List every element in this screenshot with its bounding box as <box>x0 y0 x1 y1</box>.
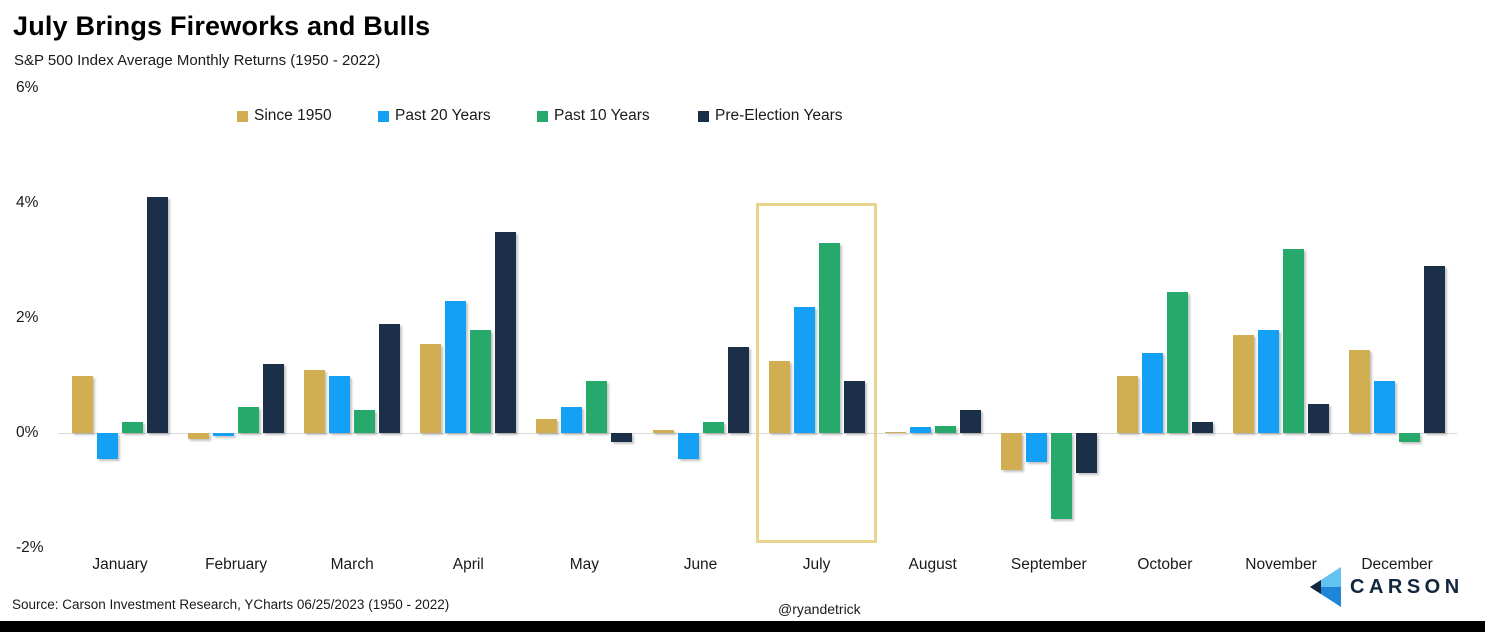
bar-november-past-10-years <box>1283 249 1304 433</box>
y-tick-label: 6% <box>16 79 39 96</box>
x-axis-label-june: June <box>683 556 718 573</box>
bar-september-past-10-years <box>1050 433 1072 520</box>
bar-august-past-20-years <box>909 427 931 433</box>
y-tick-label: -2% <box>16 539 44 556</box>
bar-october-since-1950 <box>1116 375 1138 433</box>
bar-november-since-1950 <box>1233 335 1254 433</box>
bar-february-since-1950 <box>188 433 210 439</box>
bar-september-pre-election-years <box>1075 433 1097 474</box>
legend-item-past-10-years: Past 10 Years <box>537 107 650 125</box>
x-axis-label-july: July <box>802 556 831 573</box>
bar-may-pre-election-years <box>611 433 633 442</box>
bar-august-since-1950 <box>884 431 906 433</box>
bar-july-since-1950 <box>768 361 790 433</box>
bar-january-past-20-years <box>97 433 118 459</box>
bar-october-past-10-years <box>1166 292 1188 433</box>
page-title: July Brings Fireworks and Bulls <box>13 11 431 41</box>
legend-item-past-20-years: Past 20 Years <box>378 107 491 125</box>
bar-august-pre-election-years <box>959 410 981 433</box>
bar-june-past-20-years <box>677 433 699 459</box>
x-axis-label-may: May <box>569 556 600 573</box>
bar-september-since-1950 <box>1000 433 1022 471</box>
bar-may-since-1950 <box>536 418 558 433</box>
bar-august-past-10-years <box>934 426 956 433</box>
bar-february-pre-election-years <box>263 364 285 433</box>
legend-label: Past 10 Years <box>554 107 650 124</box>
bar-june-since-1950 <box>652 430 674 433</box>
x-axis-label-august: August <box>908 556 957 573</box>
x-axis-label-january: January <box>92 556 148 573</box>
bar-december-past-20-years <box>1374 381 1396 433</box>
x-axis-label-april: April <box>452 556 484 573</box>
bar-september-past-20-years <box>1025 433 1047 462</box>
x-axis-label-february: February <box>205 556 268 573</box>
bar-may-past-20-years <box>561 407 583 433</box>
x-axis-label-september: September <box>1010 556 1087 573</box>
bar-december-pre-election-years <box>1424 266 1446 433</box>
legend-marker-icon <box>537 110 548 122</box>
legend-label: Past 20 Years <box>395 107 491 124</box>
bar-march-past-10-years <box>354 410 376 433</box>
bar-october-pre-election-years <box>1191 421 1213 433</box>
x-axis-label-october: October <box>1137 556 1193 573</box>
bar-february-past-20-years <box>213 433 235 436</box>
bottom-black-bar <box>0 621 1485 632</box>
x-axis-label-march: March <box>330 556 374 573</box>
bar-june-pre-election-years <box>727 346 749 433</box>
y-tick-label: 0% <box>16 424 39 441</box>
chart-subtitle: S&P 500 Index Average Monthly Returns (1… <box>14 52 381 69</box>
bar-july-past-20-years <box>793 306 815 433</box>
x-axis-label-december: December <box>1361 556 1433 573</box>
legend-label: Since 1950 <box>254 107 332 124</box>
legend-label: Pre-Election Years <box>715 107 843 124</box>
carson-logo: CARSON <box>1310 567 1464 607</box>
bar-april-pre-election-years <box>495 231 517 433</box>
bar-april-past-20-years <box>445 300 467 433</box>
bar-march-past-20-years <box>329 375 351 433</box>
bar-june-past-10-years <box>702 421 724 433</box>
y-tick-label: 4% <box>16 194 39 211</box>
y-tick-label: 2% <box>16 309 39 326</box>
bar-january-pre-election-years <box>147 197 168 433</box>
bar-april-since-1950 <box>420 343 442 433</box>
twitter-handle: @ryandetrick <box>778 601 861 617</box>
logo-text: CARSON <box>1350 575 1464 598</box>
bar-july-past-10-years <box>818 243 840 433</box>
source-note: Source: Carson Investment Research, YCha… <box>12 597 450 612</box>
legend-item-since-1950: Since 1950 <box>237 107 332 125</box>
legend-item-pre-election-years: Pre-Election Years <box>698 107 843 125</box>
bar-april-past-10-years <box>470 329 492 433</box>
bar-january-past-10-years <box>122 421 143 433</box>
legend-marker-icon <box>378 110 389 122</box>
bar-october-past-20-years <box>1141 352 1163 433</box>
bar-march-pre-election-years <box>379 323 401 433</box>
legend-marker-icon <box>698 110 709 122</box>
bar-may-past-10-years <box>586 381 608 433</box>
bar-march-since-1950 <box>304 369 326 433</box>
bar-january-since-1950 <box>72 375 93 433</box>
bar-july-pre-election-years <box>843 381 865 433</box>
bar-february-past-10-years <box>238 407 260 433</box>
x-axis-label-november: November <box>1245 556 1317 573</box>
carson-chevron-icon <box>1310 567 1341 607</box>
bar-december-since-1950 <box>1349 349 1371 433</box>
bar-november-past-20-years <box>1258 329 1279 433</box>
bar-december-past-10-years <box>1399 433 1421 442</box>
legend-marker-icon <box>237 110 248 122</box>
bar-november-pre-election-years <box>1308 404 1329 433</box>
july-highlight-box <box>756 203 878 543</box>
